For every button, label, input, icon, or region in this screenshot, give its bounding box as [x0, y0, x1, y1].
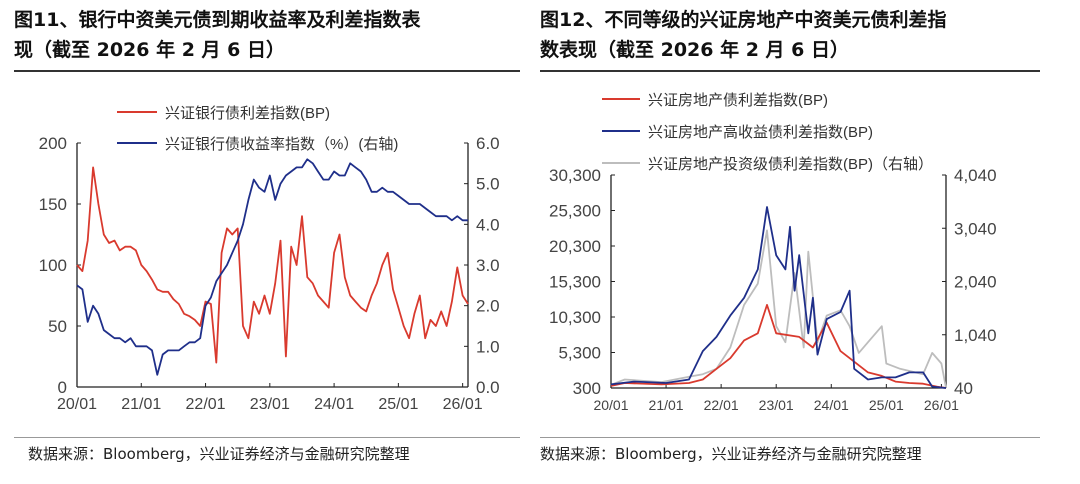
legend-label-3: 兴证房地产投资级债利差指数(BP)（右轴） [648, 156, 933, 173]
legend-label-2: 兴证房地产高收益债利差指数(BP) [648, 124, 873, 141]
right-tick-label: 4.0 [476, 215, 500, 234]
x-tick-label: 20/01 [593, 397, 628, 413]
figure11-source: 数据来源：Bloomberg，兴业证券经济与金融研究院整理 [28, 445, 410, 463]
x-tick-label: 21/01 [649, 397, 684, 413]
figure12-title-line1: 图12、不同等级的兴证房地产中资美元债利差指 [540, 9, 947, 31]
x-tick-label: 22/01 [704, 397, 739, 413]
x-tick-label: 23/01 [250, 396, 290, 413]
x-tick-label: 25/01 [378, 396, 418, 413]
left-tick-label: 10,300 [549, 308, 601, 327]
legend-label-1: 兴证房地产债利差指数(BP) [648, 92, 828, 109]
right-tick-label: 3,040 [954, 219, 997, 238]
x-tick-label: 22/01 [186, 396, 226, 413]
left-tick-label: 15,300 [549, 273, 601, 292]
series-line-3 [610, 229, 947, 389]
right-tick-label: 4,040 [954, 166, 997, 185]
right-tick-label: 2.0 [476, 297, 500, 316]
x-tick-label: 20/01 [57, 396, 97, 413]
right-tick-label: 3.0 [476, 256, 500, 275]
figure11-title-line1: 图11、银行中资美元债到期收益率及利差指数表 [14, 9, 421, 31]
right-tick-label: 1.0 [476, 337, 500, 356]
legend-label-2: 兴证银行债收益率指数（%）(右轴) [165, 136, 398, 153]
legend-label-1: 兴证银行债利差指数(BP) [165, 105, 330, 122]
series-line-2 [610, 206, 947, 389]
right-tick-label: 40 [954, 379, 973, 398]
x-tick-label: 24/01 [314, 396, 354, 413]
figure12-title-line2: 数表现（截至 2026 年 2 月 6 日） [540, 39, 850, 61]
title-divider-left [14, 70, 520, 72]
x-tick-label: 25/01 [869, 397, 904, 413]
left-tick-label: 30,300 [549, 166, 601, 185]
figure12-source: 数据来源：Bloomberg，兴业证券经济与金融研究院整理 [540, 445, 922, 463]
right-tick-label: 0.0 [476, 378, 500, 397]
x-tick-label: 26/01 [443, 396, 483, 413]
left-tick-label: 300 [573, 379, 601, 398]
figure12-title: 图12、不同等级的兴证房地产中资美元债利差指 数表现（截至 2026 年 2 月 … [540, 5, 946, 65]
right-tick-label: 5.0 [476, 175, 500, 194]
source-divider-right [540, 437, 1040, 438]
right-tick-label: 2,040 [954, 273, 997, 292]
left-tick-label: 0 [58, 378, 67, 397]
left-tick-label: 5,300 [558, 344, 601, 363]
x-tick-label: 23/01 [759, 397, 794, 413]
x-tick-label: 26/01 [924, 397, 959, 413]
right-tick-label: 6.0 [476, 134, 500, 153]
source-divider-left [14, 437, 520, 438]
left-tick-label: 25,300 [549, 202, 601, 221]
left-tick-label: 20,300 [549, 237, 601, 256]
left-tick-label: 200 [39, 134, 67, 153]
left-tick-label: 50 [48, 317, 67, 336]
x-tick-label: 24/01 [814, 397, 849, 413]
series-line-1 [76, 166, 469, 364]
series-line-1 [610, 304, 947, 389]
x-tick-label: 21/01 [121, 396, 161, 413]
left-tick-label: 150 [39, 195, 67, 214]
title-divider-right [540, 70, 1040, 72]
right-tick-label: 1,040 [954, 326, 997, 345]
series-line-2 [76, 158, 468, 376]
left-tick-label: 100 [39, 256, 67, 275]
figure11-title: 图11、银行中资美元债到期收益率及利差指数表 现（截至 2026 年 2 月 6 … [14, 5, 420, 65]
figure11-title-line2: 现（截至 2026 年 2 月 6 日） [14, 39, 286, 61]
